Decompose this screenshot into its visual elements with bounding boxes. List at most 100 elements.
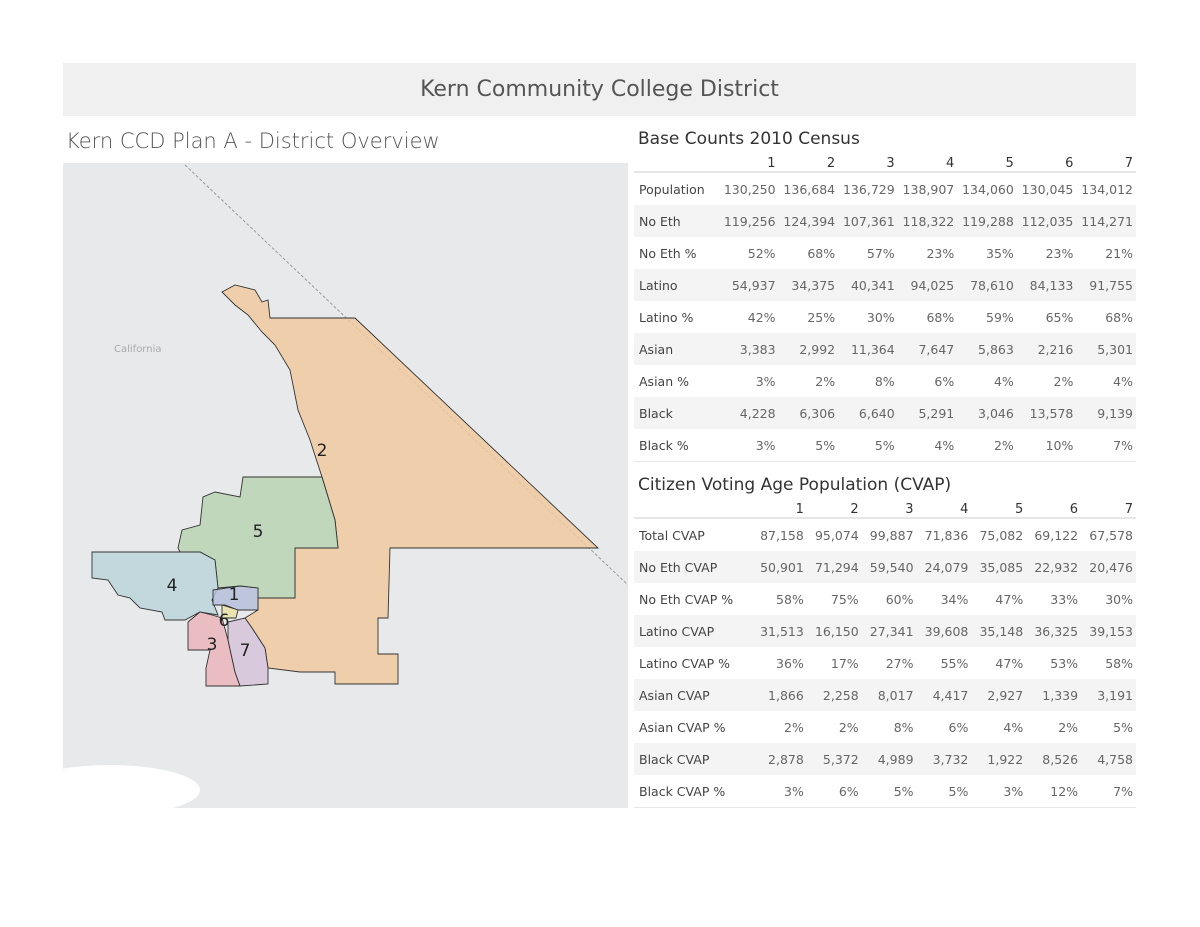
table-cell: 5% [778, 429, 839, 462]
table-cell: 21% [1105, 245, 1133, 261]
table-cell: 2% [1053, 373, 1074, 389]
table-cell: 55% [940, 655, 969, 671]
table-row: Asian CVAP 1,866 2,258 8,017 4,417 2,927 1,339… [634, 679, 1136, 711]
table-cell: 1,866 [752, 679, 807, 711]
table-cell: 7% [1081, 775, 1136, 808]
table-cell: 5% [916, 775, 972, 808]
table-row: Black % 3% 5% 5% 4% 2% 10% 7% [634, 429, 1136, 462]
table-row: Latino CVAP % 36% 17% 27% 55% 47% 53% 58% [634, 647, 1136, 679]
table-cell: 2% [1058, 719, 1079, 735]
table-cell: 5% [838, 429, 898, 462]
table-cell: 68% [926, 309, 955, 325]
table-row: Population 130,250 136,684 136,729 138,907 13… [634, 172, 1136, 205]
table-cell: 53% [1050, 655, 1079, 671]
table-cell: 69,122 [1034, 527, 1079, 543]
column-header-district: 7 [1081, 503, 1136, 519]
table-cell: 34% [940, 591, 969, 607]
column-header-district: 4 [897, 157, 958, 173]
column-header-district: 5 [957, 157, 1017, 173]
map-svg[interactable]: California 1 2 3 4 5 6 7 [63, 163, 628, 808]
table-row: Asian 3,383 2,992 11,364 7,647 5,863 2,216 5,30… [634, 333, 1136, 365]
row-label: Asian CVAP [634, 679, 752, 711]
table-row: Latino CVAP 31,513 16,150 27,341 39,608 35,14… [634, 615, 1136, 647]
dashboard-title: Kern Community College District [63, 63, 1136, 116]
table-cell: 5,863 [957, 333, 1017, 365]
table-cell: 71,294 [806, 551, 862, 583]
row-label: Population [639, 181, 705, 197]
header-blank [634, 503, 752, 519]
district-label-5: 5 [253, 522, 264, 542]
table-cell: 23% [1045, 245, 1074, 261]
table-cell: 68% [807, 245, 836, 261]
table-cell: 10% [1016, 429, 1077, 462]
table-cell: 27,341 [861, 615, 917, 647]
table-row: Latino 54,937 34,375 40,341 94,025 78,610 84,1… [634, 269, 1136, 301]
district-1-area[interactable] [212, 585, 259, 611]
table-cell: 17% [830, 655, 859, 671]
table-cell: 4,417 [916, 679, 972, 711]
row-label: Black % [634, 429, 719, 462]
row-label: Latino [634, 269, 719, 301]
district-map[interactable]: California 1 2 3 4 5 6 7 [63, 163, 628, 808]
table-cell: 36% [776, 655, 804, 671]
table-cell: 34,375 [778, 269, 839, 301]
table-cell: 2% [838, 719, 859, 735]
table-cell: 138,907 [902, 181, 955, 197]
table-cell: 39,153 [1081, 615, 1136, 647]
table-cell: 60% [885, 591, 914, 607]
row-label: Black CVAP [634, 743, 752, 775]
district-4-area[interactable] [91, 551, 219, 621]
table-cell: 68% [1105, 309, 1133, 325]
column-header-district: 2 [778, 157, 839, 173]
column-header-district: 4 [916, 503, 972, 519]
table-cell: 107,361 [838, 205, 898, 237]
table-cell: 54,937 [719, 269, 779, 301]
table-cell: 5% [1113, 719, 1133, 735]
table-cell: 5,301 [1076, 333, 1136, 365]
table-cell: 1,922 [971, 743, 1027, 775]
table-cell: 25% [807, 309, 836, 325]
district-6-area[interactable] [221, 604, 239, 619]
table-cell: 6% [934, 373, 955, 389]
table-cell: 31,513 [752, 615, 807, 647]
table-cell: 47% [995, 591, 1024, 607]
table-row: Latino % 42% 25% 30% 68% 59% 65% 68% [634, 301, 1136, 333]
row-label: Black [634, 397, 719, 429]
table-cell: 65% [1045, 309, 1074, 325]
district-label-6: 6 [219, 611, 230, 631]
table-cell: 4,228 [719, 397, 779, 429]
row-label: Asian CVAP % [639, 719, 726, 735]
column-header-district: 7 [1076, 157, 1136, 173]
table-cell: 4% [1003, 719, 1024, 735]
table-cell: 7,647 [897, 333, 958, 365]
ocean [63, 765, 200, 808]
table-cell: 27% [885, 655, 914, 671]
table-cell: 99,887 [869, 527, 914, 543]
header-blank [634, 157, 719, 173]
base-counts-title: Base Counts 2010 Census [638, 129, 860, 149]
table-cell: 8% [893, 719, 914, 735]
table-cell: 35,085 [971, 551, 1027, 583]
table-cell: 30% [1105, 591, 1133, 607]
row-label: No Eth % [639, 245, 697, 261]
table-cell: 6% [948, 719, 969, 735]
table-cell: 124,394 [778, 205, 839, 237]
table-cell: 4% [897, 429, 958, 462]
table-cell: 40,341 [838, 269, 898, 301]
table-cell: 134,060 [962, 181, 1014, 197]
table-cell: 59,540 [861, 551, 917, 583]
table-cell: 3% [755, 373, 776, 389]
table-row: Total CVAP 87,158 95,074 99,887 71,836 75,082… [634, 518, 1136, 551]
district-label-2: 2 [317, 441, 328, 461]
table-cell: 50,901 [752, 551, 807, 583]
district-7-area[interactable] [227, 617, 269, 687]
cvap-title: Citizen Voting Age Population (CVAP) [638, 475, 952, 495]
table-cell: 94,025 [897, 269, 958, 301]
row-label: Asian [634, 333, 719, 365]
table-cell: 2% [957, 429, 1017, 462]
table-cell: 1,339 [1026, 679, 1082, 711]
